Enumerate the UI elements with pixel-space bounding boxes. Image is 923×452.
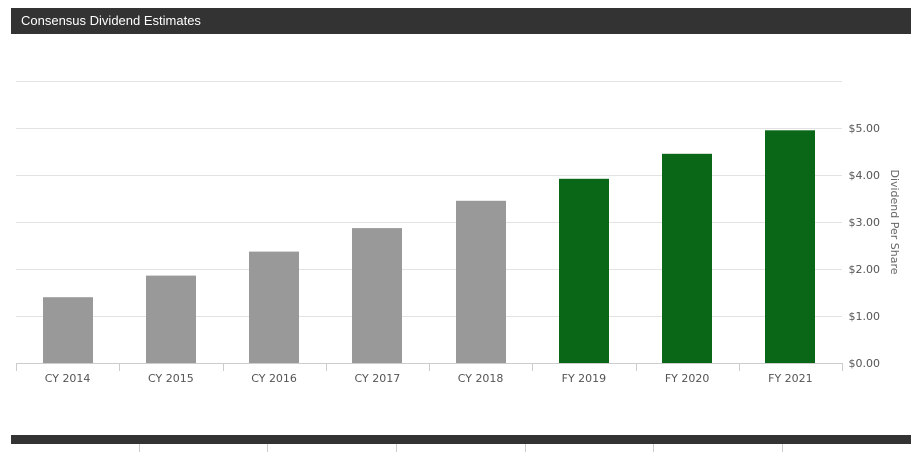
x-tick-label: CY 2015 <box>148 372 194 385</box>
bar-fy-2021 <box>765 130 815 363</box>
x-tick-label: FY 2021 <box>768 372 813 385</box>
x-tick-label: CY 2017 <box>355 372 401 385</box>
bar-cy-2016 <box>249 251 299 363</box>
footer-divider <box>653 444 654 452</box>
footer-divider <box>139 444 140 452</box>
footer-divider <box>525 444 526 452</box>
bar-fy-2020 <box>662 153 712 363</box>
footer-divider <box>267 444 268 452</box>
x-tick-label: FY 2020 <box>665 372 710 385</box>
y-axis-title: Dividend Per Share <box>888 169 901 274</box>
footer-bar <box>11 435 911 444</box>
x-tick-label: CY 2016 <box>251 372 297 385</box>
widget-title: Consensus Dividend Estimates <box>21 13 201 28</box>
x-tick-label: CY 2018 <box>458 372 504 385</box>
bar-cy-2017 <box>352 228 402 363</box>
bar-cy-2014 <box>43 297 93 363</box>
y-tick-label: $3.00 <box>849 216 881 229</box>
footer-divider <box>396 444 397 452</box>
widget-header: Consensus Dividend Estimates <box>11 8 911 34</box>
footer-divider <box>782 444 783 452</box>
y-tick-label: $1.00 <box>849 310 881 323</box>
y-tick-label: $5.00 <box>849 122 881 135</box>
y-tick-label: $2.00 <box>849 263 881 276</box>
y-tick-label: $4.00 <box>849 169 881 182</box>
bar-cy-2018 <box>456 200 506 363</box>
x-tick-label: FY 2019 <box>562 372 607 385</box>
bar-fy-2019 <box>559 178 609 363</box>
dividend-bar-chart: CY 2014 CY 2015 CY 2016 CY 2017 CY 2018 FY 20… <box>16 81 901 385</box>
x-tick-label: CY 2014 <box>45 372 91 385</box>
y-tick-label: $0.00 <box>849 357 881 370</box>
bar-cy-2015 <box>146 275 196 363</box>
